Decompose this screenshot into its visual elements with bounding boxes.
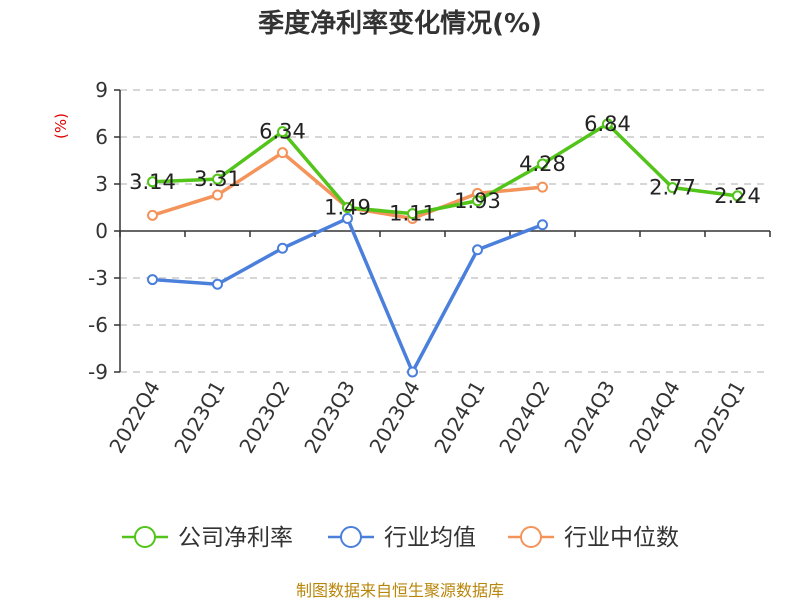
x-tick-label: 2024Q3 [559, 377, 619, 458]
data-label: 3.14 [129, 170, 176, 194]
x-tick-label: 2025Q1 [689, 377, 749, 458]
data-point[interactable] [277, 242, 288, 254]
y-tick-label: 6 [95, 125, 108, 149]
data-point[interactable] [147, 274, 158, 286]
data-point[interactable] [732, 190, 743, 202]
y-tick-label: 0 [95, 219, 108, 243]
data-point[interactable] [407, 208, 418, 220]
data-label: 1.49 [324, 196, 371, 220]
x-tick-label: 2022Q4 [104, 377, 164, 458]
series-1 [147, 212, 548, 378]
y-tick-label: 9 [95, 78, 108, 102]
x-tick-label: 2023Q1 [169, 377, 229, 458]
data-point[interactable] [537, 219, 548, 231]
data-point[interactable] [212, 278, 223, 290]
chart-title: 季度净利率变化情况(%) [258, 8, 542, 39]
data-label: 4.28 [519, 152, 566, 176]
y-tick-label: -6 [88, 313, 108, 337]
data-point[interactable] [342, 212, 353, 224]
data-point[interactable] [277, 126, 288, 138]
legend-label: 行业中位数 [564, 525, 679, 551]
data-label: 1.11 [389, 202, 436, 226]
data-label: 2.24 [714, 184, 761, 208]
x-tick-label: 2024Q2 [494, 377, 554, 458]
data-point[interactable] [602, 118, 613, 130]
data-point[interactable] [147, 209, 158, 221]
data-point[interactable] [537, 158, 548, 170]
legend-item-2[interactable]: 行业中位数 [508, 525, 679, 551]
x-tick-label: 2023Q4 [364, 377, 424, 458]
y-axis-label: (%) [52, 113, 70, 139]
legend-marker [520, 526, 542, 548]
data-point[interactable] [407, 366, 418, 378]
data-point[interactable] [537, 181, 548, 193]
data-label: 1.93 [454, 189, 501, 213]
legend: 公司净利率 行业均值 行业中位数 [122, 525, 679, 551]
data-label: 6.84 [584, 112, 631, 136]
data-label: 2.77 [649, 176, 696, 200]
data-point[interactable] [277, 147, 288, 159]
legend-item-0[interactable]: 公司净利率 [122, 525, 293, 551]
data-labels: 3.14 3.31 6.34 1.49 1.11 1.93 4.28 6.84 2.77 2.24 [129, 112, 761, 226]
x-tick-label: 2024Q1 [429, 377, 489, 458]
y-tick-label: 3 [95, 172, 108, 196]
data-point[interactable] [667, 182, 678, 194]
y-tick-label: -3 [88, 266, 108, 290]
series [147, 118, 743, 378]
legend-marker [134, 526, 156, 548]
data-point[interactable] [342, 202, 353, 214]
series-line [152, 216, 544, 374]
data-point[interactable] [472, 244, 483, 256]
data-label: 6.34 [259, 120, 306, 144]
data-point[interactable] [212, 189, 223, 201]
x-tick-label: 2024Q4 [624, 377, 684, 458]
x-tick-label: 2023Q2 [234, 377, 294, 458]
series-0 [147, 118, 743, 220]
y-tick-label: -9 [88, 360, 108, 384]
legend-marker [340, 526, 362, 548]
data-point[interactable] [212, 173, 223, 185]
data-point[interactable] [147, 176, 158, 188]
data-point[interactable] [472, 195, 483, 207]
legend-label: 公司净利率 [178, 525, 293, 551]
legend-label: 行业均值 [384, 525, 476, 551]
source-note: 制图数据来自恒生聚源数据库 [296, 581, 504, 600]
legend-item-1[interactable]: 行业均值 [328, 525, 476, 551]
data-label: 3.31 [194, 167, 241, 191]
series-line [152, 122, 738, 216]
x-tick-label: 2023Q3 [299, 377, 359, 458]
